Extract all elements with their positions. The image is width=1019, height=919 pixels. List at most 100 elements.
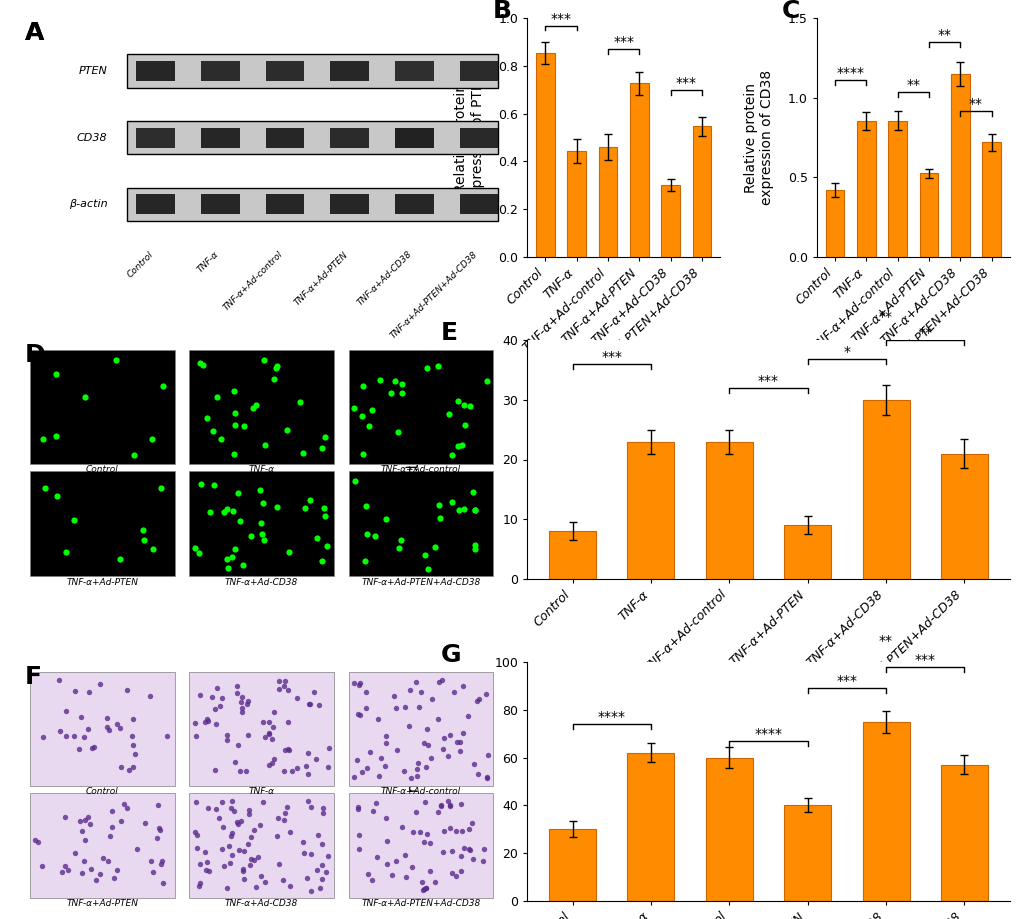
Point <box>190 828 206 843</box>
Point <box>351 841 367 856</box>
Point <box>255 795 271 810</box>
Point <box>229 679 246 694</box>
Point <box>418 880 434 895</box>
Text: ***: *** <box>676 76 696 90</box>
Point <box>418 759 434 774</box>
Point <box>443 494 460 509</box>
Bar <box>348 672 493 786</box>
Point <box>95 851 111 866</box>
Point <box>346 473 363 488</box>
Point <box>235 558 252 573</box>
Point <box>296 834 312 849</box>
Point <box>187 729 204 743</box>
Point <box>471 692 487 707</box>
Point <box>452 848 469 863</box>
Point <box>478 374 494 389</box>
Point <box>269 811 285 825</box>
Bar <box>862 721 909 901</box>
Bar <box>919 174 937 256</box>
Point <box>212 698 228 713</box>
Bar <box>348 350 493 464</box>
Point <box>277 806 293 821</box>
Point <box>453 437 470 452</box>
Point <box>229 486 246 501</box>
Point <box>256 533 272 548</box>
Point <box>116 797 132 811</box>
Bar <box>535 53 554 256</box>
Point <box>350 800 366 814</box>
Point <box>265 720 281 734</box>
Point <box>452 797 469 811</box>
Point <box>352 709 368 723</box>
Point <box>270 681 286 696</box>
Point <box>232 695 249 709</box>
Point <box>280 545 297 560</box>
Point <box>257 437 273 452</box>
Point <box>228 815 245 830</box>
Point <box>70 742 87 756</box>
Point <box>153 857 169 871</box>
Point <box>302 493 318 507</box>
Point <box>186 540 203 555</box>
Point <box>270 673 286 687</box>
Point <box>310 828 326 843</box>
Point <box>225 383 242 398</box>
Point <box>226 804 243 819</box>
Point <box>319 539 335 553</box>
Point <box>444 866 461 880</box>
Point <box>50 673 66 687</box>
Point <box>393 377 410 391</box>
Point <box>257 875 273 890</box>
Point <box>205 424 221 438</box>
Text: *: * <box>843 346 850 359</box>
Text: TNF-α: TNF-α <box>249 465 274 474</box>
Point <box>294 445 311 460</box>
Point <box>466 503 482 517</box>
Point <box>37 481 53 495</box>
Text: ***: *** <box>914 652 934 667</box>
Point <box>445 685 462 699</box>
Point <box>222 828 238 843</box>
Point <box>266 372 282 387</box>
Point <box>443 844 460 858</box>
Point <box>300 697 316 711</box>
Point <box>467 538 483 552</box>
Point <box>231 764 248 778</box>
Bar <box>330 194 369 214</box>
Point <box>465 485 481 500</box>
Text: Control: Control <box>86 465 118 474</box>
Point <box>278 423 294 437</box>
Point <box>214 794 230 809</box>
Point <box>424 692 440 707</box>
Point <box>448 734 465 749</box>
Point <box>99 720 115 734</box>
Point <box>427 875 443 890</box>
Point <box>317 865 333 879</box>
Point <box>197 715 213 730</box>
Bar <box>348 793 493 898</box>
Point <box>155 379 171 393</box>
Text: TNF-α+Ad-PTEN+Ad-CD38: TNF-α+Ad-PTEN+Ad-CD38 <box>361 900 480 908</box>
Point <box>469 694 485 709</box>
Point <box>276 763 292 777</box>
Text: A: A <box>25 21 45 45</box>
Point <box>82 816 98 831</box>
Point <box>429 359 445 374</box>
Text: β-actin: β-actin <box>68 199 107 210</box>
Point <box>422 864 438 879</box>
Bar <box>201 61 239 81</box>
Point <box>474 853 490 868</box>
Point <box>462 399 478 414</box>
Bar <box>705 757 752 901</box>
Point <box>229 816 246 831</box>
Point <box>352 675 368 690</box>
Point <box>251 817 267 832</box>
Point <box>439 748 455 763</box>
Point <box>270 857 286 871</box>
Point <box>108 353 124 368</box>
Point <box>306 685 322 699</box>
Point <box>430 497 446 512</box>
Bar <box>30 350 174 464</box>
Bar <box>201 128 239 148</box>
Text: TNF-α+Ad-CD38: TNF-α+Ad-CD38 <box>225 577 298 586</box>
